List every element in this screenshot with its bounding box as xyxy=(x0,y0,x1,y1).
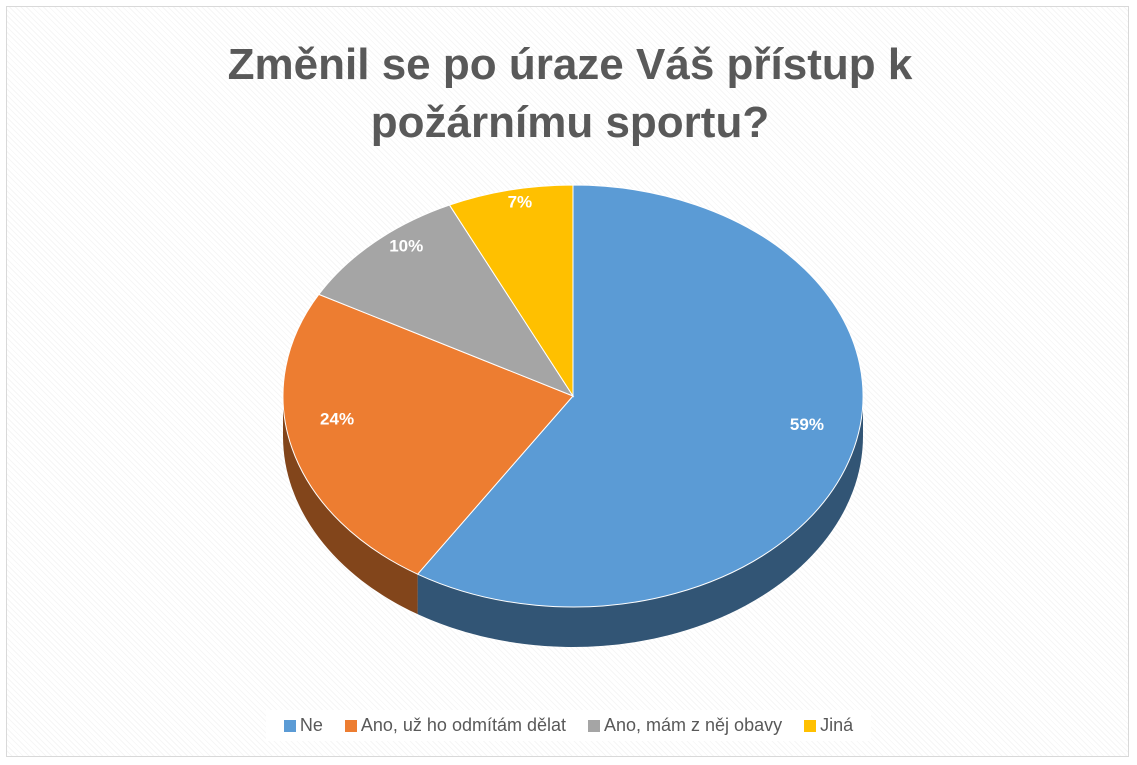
slice-side xyxy=(417,396,863,648)
legend-swatch xyxy=(804,719,817,732)
slice xyxy=(318,204,575,398)
legend-swatch xyxy=(283,719,296,732)
legend-label: Jiná xyxy=(820,715,854,735)
data-label: 10% xyxy=(389,236,423,255)
legend-item: Ne xyxy=(283,715,323,736)
data-label: 24% xyxy=(320,410,354,429)
legend: Ne Ano, už ho odmítám dělat Ano, mám z něj… xyxy=(0,710,1137,741)
legend-label: Ne xyxy=(299,715,323,735)
legend-item: Ano, mám z něj obavy xyxy=(588,715,782,736)
legend-swatch xyxy=(344,719,357,732)
slice xyxy=(282,293,574,575)
slice xyxy=(448,184,574,398)
legend-swatch xyxy=(588,719,600,732)
legend-label: Ano, už ho odmítám dělat xyxy=(360,715,566,735)
legend-item: Ano, už ho odmítám dělat xyxy=(344,715,566,736)
legend-box: Ne Ano, už ho odmítám dělat Ano, mám z něj… xyxy=(265,710,872,741)
slice-side xyxy=(283,396,418,615)
data-label: 7% xyxy=(508,193,533,212)
slice xyxy=(416,184,864,608)
legend-item: Jiná xyxy=(804,715,853,736)
legend-label: Ano, mám z něj obavy xyxy=(604,715,783,735)
data-label: 59% xyxy=(790,415,824,434)
chart-title: Změnil se po úraze Váš přístup k požární… xyxy=(227,40,913,147)
